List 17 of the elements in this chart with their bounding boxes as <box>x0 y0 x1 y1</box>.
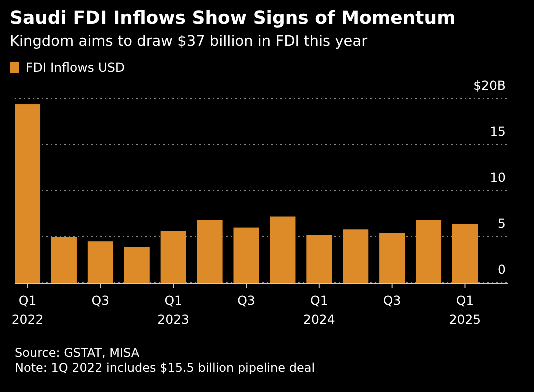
y-tick-label: 5 <box>498 216 506 231</box>
chart-subtitle: Kingdom aims to draw $37 billion in FDI this year <box>10 34 368 50</box>
x-tick-label: Q1 2024 <box>304 293 336 327</box>
y-tick-label: 0 <box>498 262 506 277</box>
y-tick-label: 15 <box>490 124 506 139</box>
source-note: Source: GSTAT, MISA <box>15 346 140 360</box>
x-tick-label: Q1 2025 <box>449 293 482 327</box>
x-tick-label: Q3 <box>92 293 110 308</box>
x-tick-label: Q1 2022 <box>12 293 44 327</box>
legend-label: FDI Inflows USD <box>26 60 126 75</box>
x-tick-label: Q3 <box>238 293 256 308</box>
x-tick-label: Q1 2023 <box>158 293 190 327</box>
y-tick-label: $20B <box>474 78 506 93</box>
x-tick-label: Q3 <box>383 293 402 308</box>
text: Note: 1Q 2022 includes $15.5 billion pipeline deal <box>15 361 316 375</box>
chart-title: Saudi FDI Inflows Show Signs of Momentum <box>10 8 456 29</box>
y-tick-label: 10 <box>490 170 506 185</box>
